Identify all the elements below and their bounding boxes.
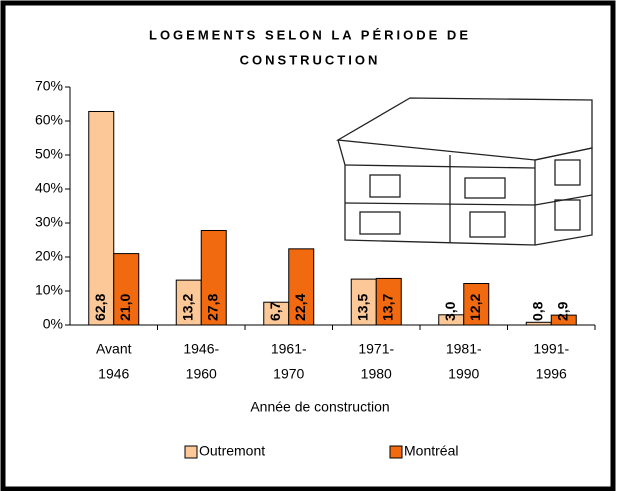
bar <box>113 253 140 326</box>
value-label: 6,7 <box>267 301 283 321</box>
x-tick-label: 1981- <box>446 341 482 357</box>
bar <box>550 314 577 326</box>
legend-swatch <box>389 445 403 459</box>
x-tick-label: 1971- <box>358 341 394 357</box>
value-label: 62,8 <box>92 294 108 321</box>
value-label: 22,4 <box>292 294 308 321</box>
legend-swatch <box>184 445 198 459</box>
y-tick-label: 70% <box>35 78 63 94</box>
legend-label: Montréal <box>404 443 458 459</box>
x-tick-label: 1996 <box>536 366 567 382</box>
y-tick-label: 50% <box>35 146 63 162</box>
y-tick-label: 60% <box>35 112 63 128</box>
y-tick-label: 20% <box>35 248 63 264</box>
x-tick-label: 1970 <box>273 366 304 382</box>
bar <box>350 278 377 326</box>
y-tick-label: 10% <box>35 282 63 298</box>
value-label: 21,0 <box>117 294 133 321</box>
y-tick-label: 0% <box>43 316 63 332</box>
x-tick-label: 1946 <box>98 366 129 382</box>
value-label: 3,0 <box>442 301 458 321</box>
x-tick-label: 1990 <box>448 366 479 382</box>
x-tick-label: 1946- <box>183 341 219 357</box>
house-illustration <box>335 97 593 246</box>
bar <box>88 110 115 326</box>
x-tick-label: 1960 <box>186 366 217 382</box>
x-tick-label: 1961- <box>271 341 307 357</box>
chart-title: LOGEMENTS SELON LA PÉRIODE DE <box>149 27 471 42</box>
value-label: 27,8 <box>204 294 220 321</box>
value-label: 2,9 <box>554 301 570 321</box>
value-label: 13,7 <box>379 294 395 321</box>
x-tick-label: Avant <box>96 341 132 357</box>
bar <box>288 248 315 326</box>
x-tick-label: 1991- <box>533 341 569 357</box>
bar <box>375 277 402 326</box>
value-label: 13,2 <box>179 294 195 321</box>
value-label: 0,8 <box>529 301 545 321</box>
y-tick-label: 40% <box>35 180 63 196</box>
bar <box>463 283 490 326</box>
bar <box>200 229 227 326</box>
chart-title: CONSTRUCTION <box>240 52 381 67</box>
x-axis-label: Année de construction <box>250 399 389 415</box>
x-tick-label: 1980 <box>361 366 392 382</box>
value-label: 12,2 <box>467 294 483 321</box>
bar <box>525 321 552 326</box>
value-label: 13,5 <box>354 294 370 321</box>
y-tick-label: 30% <box>35 214 63 230</box>
legend-label: Outremont <box>199 443 265 459</box>
